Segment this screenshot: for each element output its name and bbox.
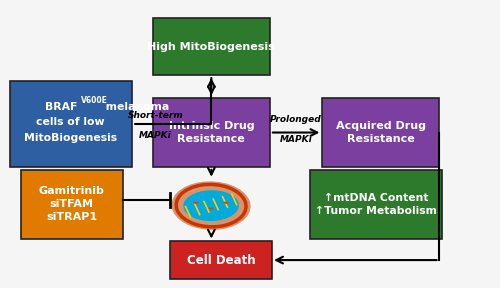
Ellipse shape: [224, 202, 228, 204]
Text: Acquired Drug
Resistance: Acquired Drug Resistance: [336, 121, 426, 144]
Text: MAPKi: MAPKi: [280, 135, 312, 144]
FancyBboxPatch shape: [153, 18, 270, 75]
FancyBboxPatch shape: [10, 81, 132, 167]
Ellipse shape: [172, 182, 250, 229]
Ellipse shape: [194, 202, 198, 204]
Text: Short-term: Short-term: [128, 111, 183, 120]
FancyBboxPatch shape: [153, 98, 270, 167]
Text: melanoma: melanoma: [102, 102, 169, 111]
Text: Prolonged: Prolonged: [270, 115, 322, 124]
Text: High MitoBiogenesis: High MitoBiogenesis: [148, 41, 275, 52]
Text: ↑mtDNA Content
↑Tumor Metabolism: ↑mtDNA Content ↑Tumor Metabolism: [315, 193, 437, 216]
Text: MAPKi: MAPKi: [139, 131, 172, 140]
FancyBboxPatch shape: [170, 241, 272, 279]
Text: MitoBiogenesis: MitoBiogenesis: [24, 133, 118, 143]
Ellipse shape: [208, 207, 214, 210]
Text: cells of low: cells of low: [36, 118, 105, 127]
FancyBboxPatch shape: [322, 98, 440, 167]
Text: Intrinsic Drug
Resistance: Intrinsic Drug Resistance: [168, 121, 254, 144]
FancyBboxPatch shape: [20, 170, 123, 238]
FancyBboxPatch shape: [310, 170, 442, 238]
Text: BRAF: BRAF: [44, 102, 77, 111]
Text: Cell Death: Cell Death: [187, 253, 256, 267]
Text: V600E: V600E: [81, 96, 108, 105]
Text: Gamitrinib
siTFAM
siTRAP1: Gamitrinib siTFAM siTRAP1: [39, 186, 104, 222]
Ellipse shape: [184, 190, 239, 221]
